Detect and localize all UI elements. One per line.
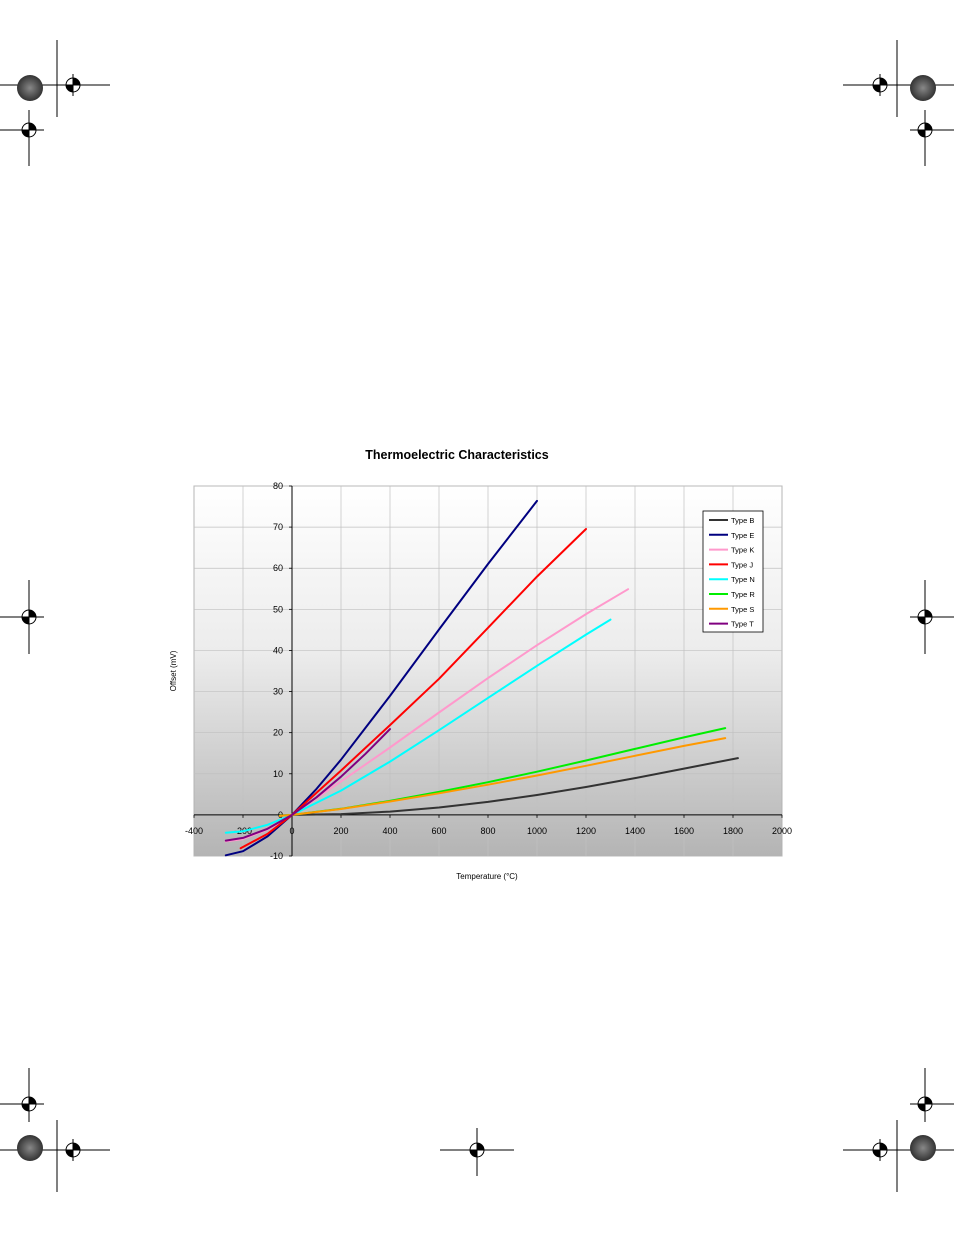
color-wheel-icon [910, 75, 936, 101]
series-line-type-b [291, 757, 739, 816]
x-tick-label: 1800 [723, 826, 743, 836]
y-tick-label: -10 [270, 851, 283, 861]
y-tick-label: 20 [273, 728, 283, 738]
legend-label: Type S [731, 605, 754, 614]
x-tick-label: 1600 [674, 826, 694, 836]
series-line-type-s [278, 737, 727, 817]
y-tick-label: 10 [273, 769, 283, 779]
legend-label: Type B [731, 516, 754, 525]
print-registration-marks [0, 40, 954, 1192]
registration-mark-icon [913, 605, 937, 629]
y-tick-label: 50 [273, 604, 283, 614]
y-tick-label: 70 [273, 522, 283, 532]
y-axis-label: Offset (mV) [169, 650, 178, 691]
y-tick-label: 30 [273, 687, 283, 697]
x-tick-label: 1400 [625, 826, 645, 836]
legend-label: Type N [731, 575, 755, 584]
y-tick-label: 80 [273, 481, 283, 491]
registration-mark-icon [913, 118, 937, 142]
x-tick-label: 1200 [576, 826, 596, 836]
x-tick-label: 600 [431, 826, 446, 836]
legend-label: Type K [731, 546, 754, 555]
legend-label: Type R [731, 590, 755, 599]
registration-mark-icon [17, 1092, 41, 1116]
registration-mark-icon [17, 605, 41, 629]
registration-mark-icon [17, 118, 41, 142]
color-wheel-icon [17, 1135, 43, 1161]
series-lines [224, 499, 739, 857]
series-line-type-t [224, 728, 391, 842]
x-tick-label: 0 [289, 826, 294, 836]
x-tick-label: 400 [382, 826, 397, 836]
chart-title: Thermoelectric Characteristics [365, 448, 548, 462]
legend-label: Type J [731, 560, 753, 569]
x-tick-label: 200 [333, 826, 348, 836]
thermoelectric-chart: Thermoelectric Characteristics -400 -200 0… [169, 448, 792, 881]
legend-label: Type T [731, 620, 754, 629]
color-wheel-icon [910, 1135, 936, 1161]
y-tick-label: 40 [273, 645, 283, 655]
series-line-type-n [224, 618, 612, 834]
x-tick-label: -400 [185, 826, 203, 836]
legend: Type B Type E Type K Type J Type N Type R Type… [702, 510, 764, 633]
legend-label: Type E [731, 531, 754, 540]
x-tick-labels: -400 -200 0 200 400 600 800 1000 1200 1400 1600 180… [185, 826, 792, 836]
registration-mark-icon [61, 1138, 85, 1162]
series-line-type-e [224, 499, 538, 857]
legend-box [702, 510, 764, 633]
color-wheel-icon [17, 75, 43, 101]
registration-mark-icon [465, 1138, 489, 1162]
x-tick-label: 2000 [772, 826, 792, 836]
registration-mark-icon [868, 1138, 892, 1162]
series-line-type-j [239, 528, 587, 850]
x-tick-label: 800 [480, 826, 495, 836]
y-tick-label: 60 [273, 563, 283, 573]
x-tick-label: 1000 [527, 826, 547, 836]
registration-mark-icon [61, 73, 85, 97]
registration-mark-icon [913, 1092, 937, 1116]
registration-mark-icon [868, 73, 892, 97]
x-axis-label: Temperature (°C) [456, 872, 518, 881]
